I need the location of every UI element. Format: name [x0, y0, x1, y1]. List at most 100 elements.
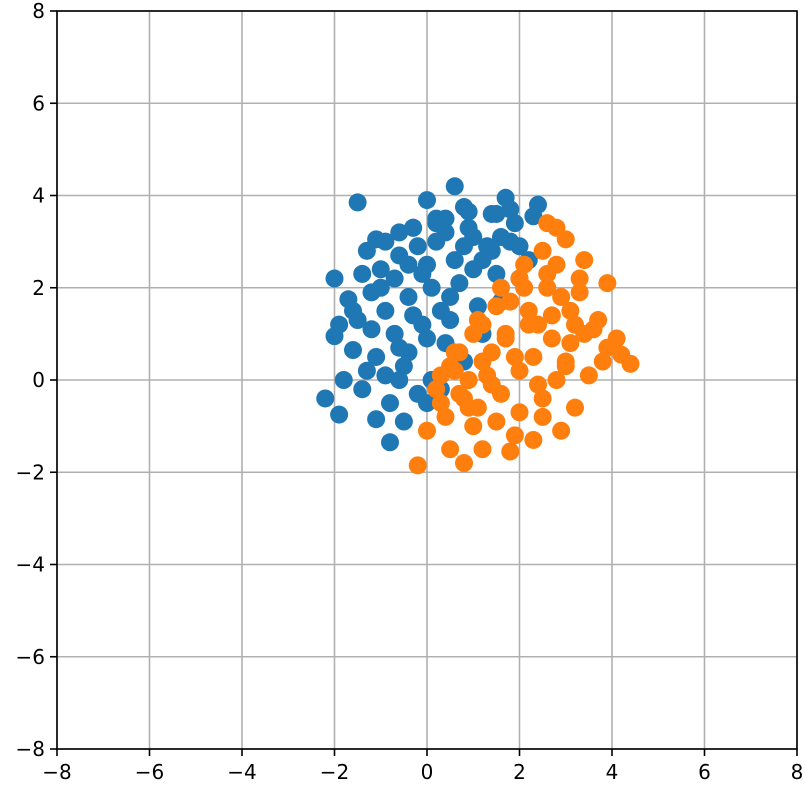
scatter-point	[501, 200, 520, 219]
scatter-point	[394, 412, 413, 431]
scatter-point	[519, 315, 538, 334]
x-tick-label: 2	[513, 760, 526, 784]
scatter-point	[487, 412, 506, 431]
scatter-point	[381, 433, 399, 452]
scatter-point	[404, 218, 423, 237]
y-tick-label: −4	[16, 553, 45, 577]
series-0	[316, 177, 547, 452]
data-series	[316, 177, 640, 475]
scatter-point	[334, 371, 353, 389]
scatter-point	[459, 371, 478, 389]
scatter-point	[422, 278, 441, 297]
scatter-point	[353, 380, 372, 399]
scatter-point	[579, 366, 598, 385]
scatter-point	[399, 287, 418, 306]
scatter-point	[473, 440, 492, 459]
y-tick-label: −8	[16, 737, 45, 761]
scatter-point	[418, 421, 436, 440]
scatter-point	[468, 398, 487, 417]
scatter-point	[515, 278, 534, 297]
scatter-point	[482, 204, 501, 223]
scatter-point	[496, 329, 515, 348]
scatter-point	[455, 389, 473, 408]
scatter-point	[464, 228, 483, 247]
scatter-point	[367, 410, 386, 429]
scatter-point	[371, 278, 390, 297]
scatter-point	[464, 417, 483, 436]
scatter-point	[524, 347, 543, 366]
scatter-point	[492, 384, 510, 403]
scatter-point	[441, 440, 460, 459]
scatter-point	[357, 361, 376, 380]
x-tick-label: −2	[320, 760, 349, 784]
scatter-point	[487, 297, 506, 316]
scatter-point	[505, 214, 524, 233]
scatter-point	[316, 389, 335, 408]
scatter-point	[501, 442, 520, 461]
scatter-point	[538, 278, 557, 297]
scatter-point	[399, 255, 418, 274]
scatter-point	[524, 207, 543, 226]
scatter-point	[418, 329, 436, 348]
scatter-point	[552, 421, 571, 440]
scatter-point	[385, 269, 404, 288]
scatter-point	[362, 320, 381, 339]
scatter-point	[533, 389, 552, 408]
scatter-point	[436, 407, 455, 426]
scatter-point	[575, 251, 594, 270]
scatter-point	[353, 264, 372, 283]
scatter-point	[455, 454, 473, 473]
scatter-point	[371, 260, 390, 279]
x-tick-label: 0	[421, 760, 434, 784]
scatter-point	[478, 366, 497, 385]
scatter-point	[510, 361, 529, 380]
scatter-point	[450, 274, 469, 293]
tick-marks	[50, 10, 798, 756]
scatter-point	[445, 361, 464, 380]
scatter-point	[427, 214, 446, 233]
scatter-point	[399, 343, 418, 362]
scatter-point	[408, 384, 427, 403]
scatter-point	[468, 297, 487, 316]
scatter-point	[348, 193, 367, 212]
scatter-point	[533, 241, 552, 260]
scatter-point	[445, 177, 464, 196]
scatter-point	[556, 352, 575, 371]
x-tick-label: 8	[791, 760, 804, 784]
scatter-point	[367, 347, 386, 366]
scatter-point	[524, 430, 543, 449]
scatter-point	[552, 287, 571, 306]
scatter-point	[394, 357, 413, 376]
x-tick-label: −6	[135, 760, 164, 784]
scatter-point	[505, 347, 524, 366]
scatter-point	[556, 230, 575, 249]
scatter-point	[330, 405, 349, 424]
x-tick-label: 4	[606, 760, 619, 784]
scatter-point	[473, 251, 492, 270]
scatter-point	[459, 202, 478, 221]
scatter-point	[390, 223, 409, 242]
scatter-point	[344, 341, 362, 360]
y-tick-label: −6	[16, 645, 45, 669]
y-tick-label: 6	[32, 91, 45, 115]
y-tick-label: 8	[32, 0, 45, 23]
y-tick-label: 2	[32, 276, 45, 300]
scatter-point	[441, 287, 460, 306]
series-1	[408, 214, 640, 475]
scatter-point	[445, 343, 464, 362]
scatter-point	[570, 283, 589, 302]
scatter-point	[390, 371, 409, 389]
scatter-point	[473, 315, 492, 334]
scatter-point	[357, 241, 376, 260]
scatter-point	[505, 426, 524, 445]
scatter-point	[441, 311, 460, 330]
scatter-point	[427, 380, 446, 399]
scatter-point	[492, 228, 510, 247]
scatter-point	[593, 352, 612, 371]
scatter-point	[570, 269, 589, 288]
scatter-point	[542, 306, 561, 325]
tick-labels: −8 −6 −4 −2 0 2 4 6 8 −8 −6 −4 −2 0 2 4 6 8	[16, 0, 804, 784]
x-tick-label: 6	[698, 760, 711, 784]
scatter-point	[566, 398, 584, 417]
